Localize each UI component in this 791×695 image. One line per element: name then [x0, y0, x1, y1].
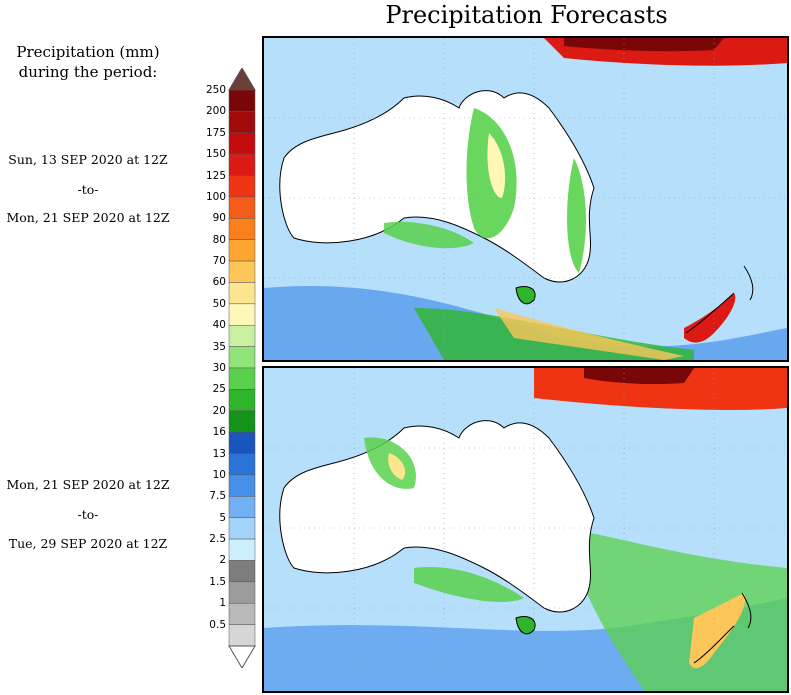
- color-bar-tick-label: 1.5: [209, 575, 226, 588]
- color-bar-tick-label: 50: [212, 297, 226, 310]
- color-bar-tick-label: 20: [212, 404, 226, 417]
- color-bar-tick-label: 25: [212, 383, 226, 396]
- color-bar-segment: [228, 538, 256, 561]
- color-bar-over-arrow: [228, 67, 256, 91]
- period-2-end: Tue, 29 SEP 2020 at 12Z: [8, 536, 168, 551]
- color-bar-tick-label: 100: [205, 190, 226, 203]
- australia-dry-land: [279, 420, 594, 612]
- forecast-map-period-1: [262, 36, 789, 362]
- tasman-green-band: [564, 528, 787, 691]
- color-bar-tick-label: 250: [205, 84, 226, 96]
- color-bar-tick-label: 10: [212, 468, 226, 481]
- forecast-map-2-svg: [264, 368, 787, 691]
- color-bar-tick-label: 2.5: [209, 533, 226, 546]
- color-bar-segment: [228, 581, 256, 604]
- rain-south-green: [384, 221, 474, 249]
- color-bar-segment: [228, 624, 256, 647]
- rain-south-green: [414, 567, 524, 603]
- color-bar-tick-label: 200: [205, 105, 226, 118]
- color-bar-tick-label: 70: [212, 255, 226, 268]
- color-bar-segment: [228, 111, 256, 134]
- color-bar-tick-label: 1: [219, 597, 226, 610]
- color-bar-tick-label: 35: [212, 340, 226, 353]
- color-bar-segment: [228, 346, 256, 369]
- period-1-to: -to-: [77, 182, 99, 197]
- color-bar-tick-label: 13: [212, 447, 226, 460]
- color-bar-segment: [228, 431, 256, 454]
- grid-lines: [264, 368, 787, 691]
- new-zealand-heavy-rain: [684, 293, 736, 343]
- southern-band: [264, 286, 787, 360]
- color-bar-tick-label: 16: [212, 426, 226, 439]
- forecast-map-period-2: [262, 366, 789, 693]
- legend-heading-line2: during the period:: [18, 63, 158, 81]
- color-bar-tick-label: 7.5: [209, 490, 226, 503]
- color-bar-segment: [228, 474, 256, 497]
- australia-coastline: [279, 420, 595, 613]
- color-bar-segment: [228, 410, 256, 433]
- color-bar-tick-label: 5: [219, 511, 226, 524]
- color-bar-svg: [228, 67, 256, 669]
- period-2-to: -to-: [77, 507, 99, 522]
- color-bar-segment: [228, 496, 256, 518]
- color-bar-labels: 250 200 175 150 125 100 90 80 70 60 50 40 35 30 25 20 16…: [192, 0, 226, 695]
- period-1-end: Mon, 21 SEP 2020 at 12Z: [6, 210, 170, 225]
- legend-heading-line1: Precipitation (mm): [16, 43, 160, 61]
- color-bar-tick-label: 30: [212, 362, 226, 374]
- rain-coast-green: [567, 158, 586, 273]
- color-bar-segment: [228, 560, 256, 583]
- color-bar-tick-label: 2: [219, 554, 226, 567]
- color-bar-under-arrow: [228, 645, 256, 669]
- color-bar-segment: [228, 303, 256, 326]
- new-zealand-rain: [689, 593, 745, 669]
- period-2-start: Mon, 21 SEP 2020 at 12Z: [6, 477, 170, 492]
- southern-orange-band: [494, 308, 684, 360]
- color-bar-segment: [228, 367, 256, 390]
- color-bar-tick-label: 0.5: [209, 618, 226, 631]
- color-bar-segment: [228, 282, 256, 305]
- color-bar-tick-label: 40: [212, 319, 226, 332]
- period-1-start: Sun, 13 SEP 2020 at 12Z: [8, 152, 168, 167]
- tasmania: [515, 286, 536, 305]
- color-bar-tick-label: 60: [212, 276, 226, 289]
- new-zealand-coastline: [685, 265, 754, 334]
- color-bar-tick-label: 125: [205, 169, 226, 182]
- color-bar-tick-label: 80: [212, 233, 226, 246]
- tasmania: [515, 616, 536, 635]
- color-bar: [228, 67, 256, 669]
- north-extreme-rain: [584, 368, 694, 385]
- color-bar-tick-label: 90: [212, 212, 226, 225]
- color-bar-segment: [228, 260, 256, 283]
- legend-heading: Precipitation (mm) during the period:: [0, 42, 176, 82]
- north-extreme-rain: [564, 38, 724, 52]
- color-bar-segment: [228, 389, 256, 412]
- color-bar-segment: [228, 218, 256, 240]
- color-bar-segment: [228, 196, 256, 219]
- color-bar-segment: [228, 517, 256, 540]
- color-bar-segment: [228, 453, 256, 476]
- color-bar-segment: [228, 153, 256, 176]
- color-bar-segment: [228, 239, 256, 262]
- color-bar-segment: [228, 132, 256, 155]
- color-bar-segment: [228, 175, 256, 198]
- color-bar-tick-label: 175: [205, 126, 226, 139]
- forecast-map-1-svg: [264, 38, 787, 360]
- map-title: Precipitation Forecasts: [385, 1, 668, 29]
- rain-east-yellow: [487, 133, 506, 198]
- rain-interior-yellow: [388, 453, 406, 480]
- australia-dry-land: [279, 90, 594, 282]
- color-bar-tick-label: 150: [205, 148, 226, 161]
- color-bar-segment: [228, 324, 256, 347]
- new-zealand-coastline: [693, 592, 752, 664]
- color-bar-segment: [228, 89, 256, 112]
- color-bar-segment: [228, 602, 256, 625]
- grid-lines: [264, 38, 787, 360]
